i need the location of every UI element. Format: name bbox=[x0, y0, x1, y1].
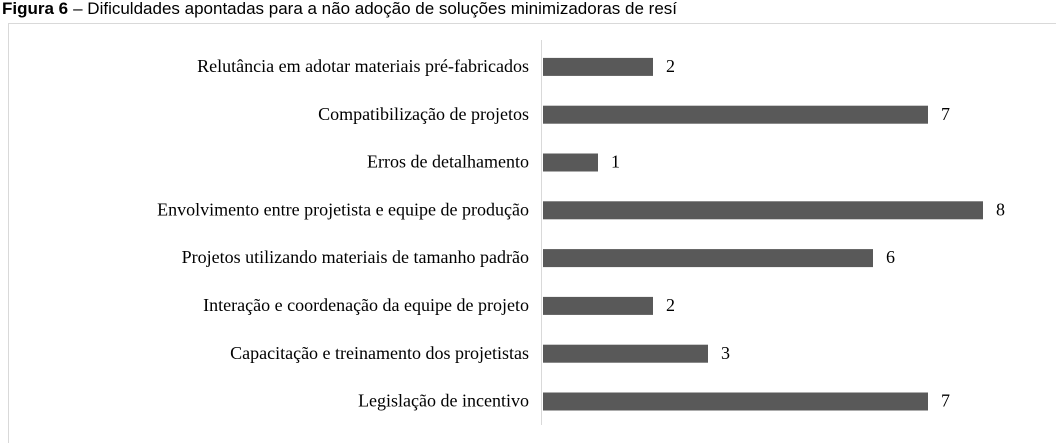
value-label: 7 bbox=[941, 391, 950, 411]
bar bbox=[543, 296, 653, 315]
category-label: Compatibilização de projetos bbox=[318, 104, 529, 124]
category-label: Erros de detalhamento bbox=[367, 152, 529, 172]
value-label: 6 bbox=[886, 247, 895, 267]
value-label: 3 bbox=[721, 343, 730, 363]
value-label: 2 bbox=[666, 295, 675, 315]
bar bbox=[543, 201, 983, 220]
category-label: Interação e coordenação da equipe de pro… bbox=[203, 295, 529, 315]
bar bbox=[543, 105, 928, 124]
bar bbox=[543, 392, 928, 411]
value-label: 1 bbox=[611, 152, 620, 172]
bar bbox=[543, 57, 653, 76]
chart-title: Figura 6 – Dificuldades apontadas para a … bbox=[2, 0, 677, 18]
value-label: 7 bbox=[941, 104, 950, 124]
chart-frame bbox=[8, 23, 1056, 443]
category-label: Legislação de incentivo bbox=[358, 391, 529, 411]
category-label: Projetos utilizando materiais de tamanho… bbox=[182, 247, 529, 267]
figure-label: Figura 6 bbox=[2, 0, 68, 18]
bar bbox=[543, 249, 873, 268]
value-label: 2 bbox=[666, 56, 675, 76]
category-label: Capacitação e treinamento dos projetista… bbox=[230, 343, 529, 363]
bar bbox=[543, 153, 598, 172]
bar bbox=[543, 344, 708, 363]
category-label: Relutância em adotar materiais pré-fabri… bbox=[197, 56, 529, 76]
title-text: – Dificuldades apontadas para a não adoç… bbox=[73, 0, 677, 18]
category-label: Envolvimento entre projetista e equipe d… bbox=[157, 199, 529, 219]
value-label: 8 bbox=[996, 199, 1005, 219]
